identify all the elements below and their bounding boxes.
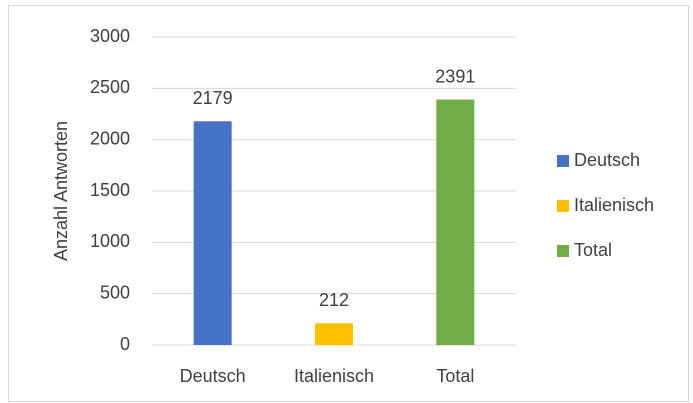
bar (436, 99, 475, 345)
y-tick-label: 500 (100, 282, 130, 302)
x-tick-label: Total (436, 366, 474, 386)
value-label: 2179 (193, 88, 233, 108)
y-tick-label: 3000 (90, 26, 130, 46)
y-tick-label: 1000 (90, 231, 130, 251)
bar (193, 121, 232, 345)
legend-label: Deutsch (574, 150, 640, 170)
legend-swatch (557, 155, 569, 167)
legend-swatch (557, 245, 569, 257)
value-label: 2391 (435, 66, 475, 86)
y-tick-label: 2000 (90, 128, 130, 148)
value-label: 212 (319, 290, 349, 310)
x-tick-label: Italienisch (294, 366, 374, 386)
legend-label: Italienisch (574, 195, 654, 215)
legend-swatch (557, 200, 569, 212)
y-tick-label: 2500 (90, 77, 130, 97)
bar (315, 323, 353, 345)
y-tick-label: 0 (120, 334, 130, 354)
y-tick-label: 1500 (90, 180, 130, 200)
x-tick-label: Deutsch (180, 366, 246, 386)
y-axis-label: Anzahl Antworten (51, 121, 71, 261)
legend-label: Total (574, 240, 612, 260)
